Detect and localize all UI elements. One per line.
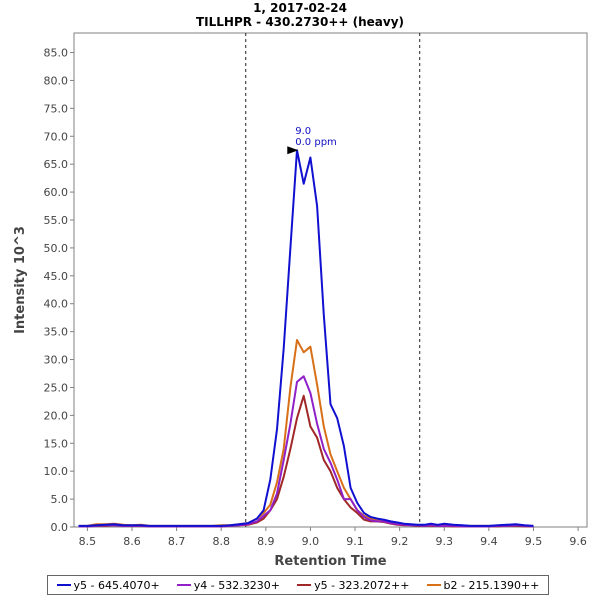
apex-ppm-label: 0.0 ppm — [295, 137, 337, 148]
y-tick-label: 85.0 — [44, 47, 69, 60]
x-tick-label: 9.2 — [391, 535, 409, 548]
x-tick-label: 9.3 — [436, 535, 454, 548]
legend-item: y4 - 532.3230+ — [176, 578, 280, 592]
y-tick-label: 25.0 — [44, 381, 69, 394]
apex-arrow-icon — [287, 146, 299, 155]
y-tick-label: 20.0 — [44, 409, 69, 422]
x-tick-label: 9.5 — [525, 535, 543, 548]
legend-label: y4 - 532.3230+ — [193, 578, 280, 592]
x-tick-label: 9.4 — [480, 535, 498, 548]
y-tick-label: 35.0 — [44, 326, 69, 339]
series-line-y5-0 — [78, 149, 534, 527]
legend-swatch — [176, 584, 191, 586]
y-tick-label: 40.0 — [44, 298, 69, 311]
legend-item: b2 - 215.1390++ — [426, 578, 540, 592]
y-tick-label: 55.0 — [44, 214, 69, 227]
x-tick-label: 8.8 — [212, 535, 230, 548]
y-tick-label: 10.0 — [44, 465, 69, 478]
chart-subtitle: TILLHPR - 430.2730++ (heavy) — [195, 15, 405, 29]
x-tick-label: 8.9 — [257, 535, 275, 548]
x-tick-label: 8.6 — [123, 535, 141, 548]
y-axis-label: Intensity 10^3 — [13, 226, 28, 334]
x-tick-label: 9.1 — [346, 535, 364, 548]
y-tick-label: 50.0 — [44, 242, 69, 255]
y-tick-label: 45.0 — [44, 270, 69, 283]
legend-swatch — [297, 584, 312, 586]
chart-legend: y5 - 645.4070+ y4 - 532.3230+ y5 - 323.207… — [47, 575, 549, 595]
x-tick-label: 9.0 — [302, 535, 320, 548]
y-tick-label: 75.0 — [44, 102, 69, 115]
y-tick-label: 30.0 — [44, 354, 69, 367]
chart-title: 1, 2017-02-24 — [253, 1, 347, 15]
legend-item: y5 - 645.4070+ — [56, 578, 160, 592]
x-tick-label: 9.6 — [569, 535, 587, 548]
legend-swatch — [56, 584, 71, 586]
y-tick-label: 70.0 — [44, 130, 69, 143]
legend-label: y5 - 323.2072++ — [314, 578, 410, 592]
legend-label: y5 - 645.4070+ — [73, 578, 160, 592]
y-tick-label: 65.0 — [44, 158, 69, 171]
y-tick-label: 15.0 — [44, 437, 69, 450]
chromatogram-chart: 0.0 5.0 10.0 15.0 20.0 25.0 30.0 35.0 40.0 45.0 50… — [13, 32, 588, 569]
legend-swatch — [426, 584, 441, 586]
legend-label: b2 - 215.1390++ — [443, 578, 540, 592]
legend-item: y5 - 323.2072++ — [297, 579, 409, 592]
x-axis-label: Retention Time — [274, 554, 386, 569]
y-tick-label: 60.0 — [44, 186, 69, 199]
y-tick-label: 80.0 — [44, 74, 69, 87]
plot-frame — [73, 32, 588, 528]
x-tick-label: 8.5 — [79, 535, 97, 548]
apex-rt-label: 9.0 — [295, 126, 311, 137]
y-tick-label: 5.0 — [51, 493, 69, 506]
y-tick-label: 0.0 — [51, 521, 69, 534]
x-tick-label: 8.7 — [168, 535, 186, 548]
